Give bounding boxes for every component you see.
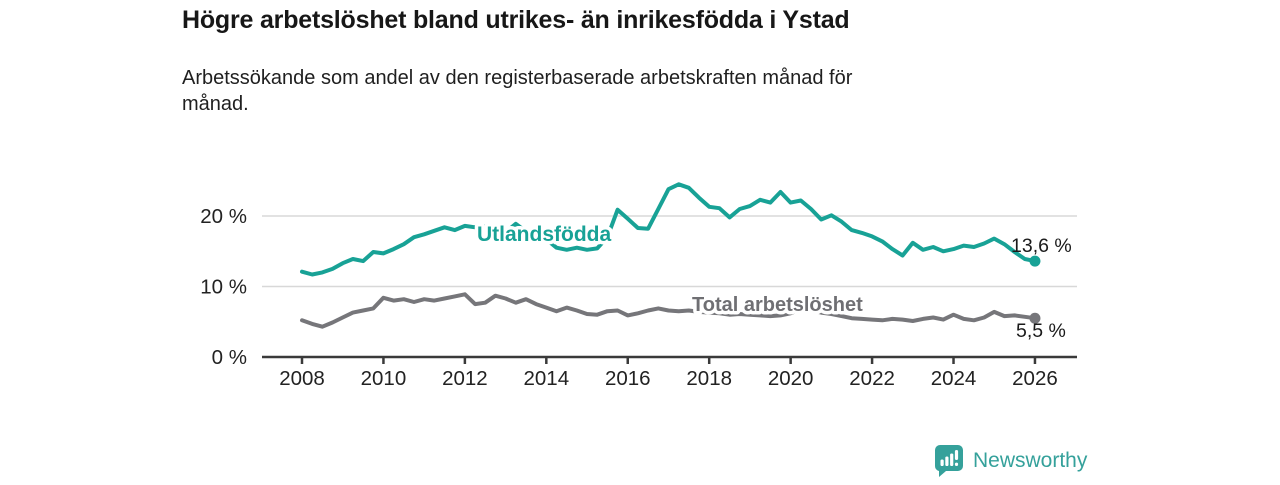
- chart-subtitle: Arbetssökande som andel av den registerb…: [182, 65, 1182, 117]
- chart-header: Högre arbetslöshet bland utrikes- än inr…: [182, 6, 1182, 117]
- newsworthy-wordmark: Newsworthy: [973, 449, 1088, 472]
- x-tick-label: 2012: [442, 367, 488, 390]
- x-tick-label: 2014: [524, 367, 570, 390]
- series-label-utlandsfodda: Utlandsfödda: [477, 223, 611, 246]
- x-tick-label: 2016: [605, 367, 651, 390]
- x-tick-label: 2008: [279, 367, 325, 390]
- chart-subtitle-line2: månad.: [182, 93, 249, 115]
- y-tick-label: 0 %: [212, 346, 247, 369]
- end-dot-total: [1029, 312, 1041, 324]
- x-tick-label: 2026: [1012, 367, 1058, 390]
- newsworthy-logo: Newsworthy: [934, 444, 1087, 478]
- x-tick-label: 2018: [686, 367, 732, 390]
- end-value-label-utlandsfodda: 13,6 %: [1011, 235, 1072, 257]
- series-line-utlandsfodda: [300, 182, 1037, 277]
- bar-chart-bubble-icon: [935, 445, 963, 477]
- chart-title: Högre arbetslöshet bland utrikes- än inr…: [182, 6, 850, 34]
- series-line-total: [300, 292, 1037, 329]
- series-label-total: Total arbetslöshet: [692, 294, 863, 316]
- chart-subtitle-line1: Arbetssökande som andel av den registerb…: [182, 67, 853, 89]
- y-tick-label: 20 %: [200, 205, 247, 228]
- end-value-label-total: 5,5 %: [1016, 320, 1066, 342]
- x-tick-label: 2022: [849, 367, 895, 390]
- end-dot-utlandsfodda: [1029, 255, 1041, 267]
- x-tick-label: 2024: [931, 367, 977, 390]
- x-tick-label: 2020: [768, 367, 814, 390]
- x-tick-label: 2010: [361, 367, 407, 390]
- y-tick-label: 10 %: [200, 276, 247, 299]
